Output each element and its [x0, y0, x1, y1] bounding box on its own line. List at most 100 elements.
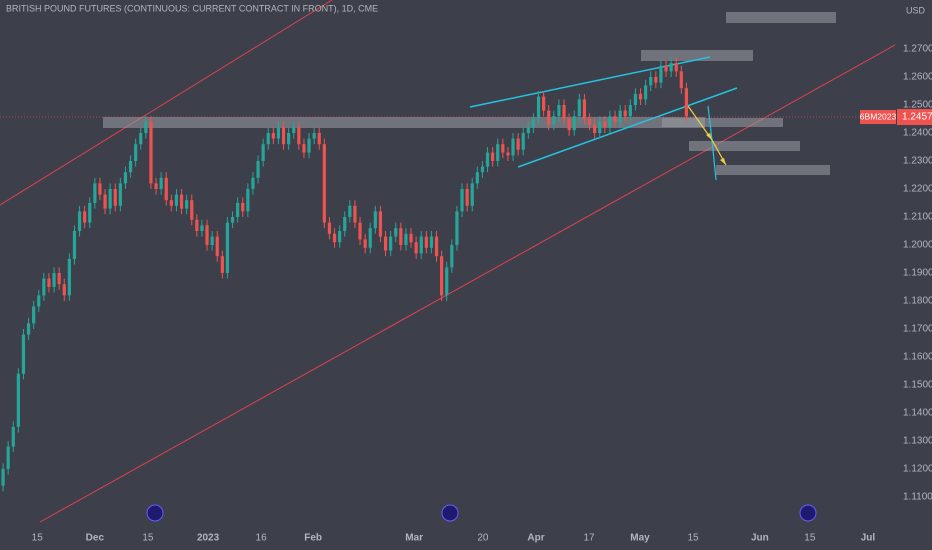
symbol-label: 6BM2023: [860, 111, 897, 121]
candle-body: [287, 132, 291, 145]
candle-body: [169, 200, 173, 206]
candle-body: [174, 194, 179, 206]
candle-body: [77, 211, 82, 231]
candle-body: [21, 334, 26, 374]
zone: [641, 50, 753, 61]
symbol-badge: [860, 110, 896, 125]
candle-body: [322, 144, 326, 223]
currency-label: USD: [906, 5, 926, 15]
candle-body: [103, 194, 107, 209]
candle-body: [261, 144, 265, 161]
candle-body: [613, 116, 617, 122]
x-tick-label: 16: [256, 533, 268, 544]
candle-body: [118, 183, 122, 206]
candle-body: [1, 468, 5, 486]
candle-body: [225, 222, 230, 273]
candle-body: [251, 177, 255, 189]
candle-body: [480, 166, 485, 173]
y-tick-label: 1.1500: [903, 380, 932, 391]
candle-body: [389, 236, 393, 251]
candle-body: [200, 225, 204, 231]
candle-body: [353, 205, 357, 223]
candle-body: [378, 211, 383, 237]
candle-body: [281, 127, 286, 145]
candle-body: [664, 65, 668, 72]
event-icon[interactable]: [799, 504, 817, 522]
candle-body: [266, 132, 270, 145]
candle-body: [501, 144, 505, 153]
candle-body: [567, 118, 571, 131]
candle-body: [185, 200, 189, 209]
candle-body: [526, 127, 530, 133]
y-tick-label: 1.1700: [903, 324, 932, 335]
candle-body: [373, 211, 377, 229]
wedge-line: [469, 56, 711, 108]
y-tick-label: 1.2000: [903, 240, 932, 251]
candle-body: [531, 118, 536, 128]
candle-body: [649, 76, 653, 86]
candle-body: [496, 144, 500, 161]
x-tick-label: 17: [583, 533, 595, 544]
candle-body: [154, 183, 158, 189]
candle-body: [256, 160, 260, 178]
y-tick-label: 1.1600: [903, 352, 932, 363]
candle-body: [521, 132, 525, 150]
candle-body: [246, 188, 250, 212]
candle-body: [62, 284, 66, 296]
candle-body: [628, 104, 632, 117]
candle-body: [598, 121, 602, 133]
x-tick-label: Jun: [751, 533, 769, 544]
candle-body: [465, 188, 469, 206]
candle-body: [271, 132, 275, 139]
zone: [689, 141, 800, 151]
y-tick-label: 1.2600: [903, 72, 932, 83]
candle-body: [241, 202, 245, 212]
candle-body: [332, 233, 337, 243]
candle-body: [587, 118, 592, 125]
candle-body: [210, 236, 214, 245]
candle-body: [32, 306, 36, 324]
candle-body: [144, 121, 148, 133]
candle-body: [179, 194, 184, 209]
candle-body: [654, 76, 658, 83]
candle-body: [11, 426, 15, 447]
candle-body: [618, 110, 622, 122]
candle-body: [302, 144, 306, 153]
candle-body: [205, 225, 209, 245]
candle-body: [159, 177, 163, 189]
candle-body: [679, 71, 683, 89]
candle-body: [399, 228, 403, 245]
candle-body: [669, 62, 673, 72]
candle-body: [547, 110, 551, 125]
y-tick-label: 1.2400: [903, 128, 932, 139]
y-tick-label: 1.1800: [903, 296, 932, 307]
y-tick-label: 1.1100: [903, 492, 932, 503]
zone: [726, 12, 836, 23]
candle-body: [638, 93, 643, 100]
candle-body: [684, 88, 689, 117]
drawings: [0, 0, 896, 523]
candle-body: [236, 202, 240, 217]
candle-body: [57, 272, 61, 285]
y-tick-label: 1.2100: [903, 212, 932, 223]
candle-body: [552, 116, 556, 125]
resistance-zone: [103, 117, 705, 128]
candle-body: [434, 236, 439, 257]
y-tick-label: 1.2200: [903, 184, 932, 195]
x-tick-label: Jul: [861, 533, 876, 544]
event-icon[interactable]: [441, 504, 459, 522]
candle-body: [659, 65, 663, 83]
candle-body: [608, 116, 612, 128]
candle-body: [195, 219, 199, 231]
event-icon[interactable]: [146, 504, 164, 522]
y-tick-label: 1.2300: [903, 156, 932, 167]
x-tick-label: May: [630, 533, 650, 544]
candle-body: [394, 228, 398, 237]
zone: [716, 165, 830, 175]
candle-body: [327, 222, 332, 234]
candle-body: [37, 295, 41, 307]
candle-body: [47, 278, 51, 287]
candle-body: [445, 267, 449, 296]
candle-body: [108, 188, 112, 209]
candle-body: [139, 132, 143, 145]
